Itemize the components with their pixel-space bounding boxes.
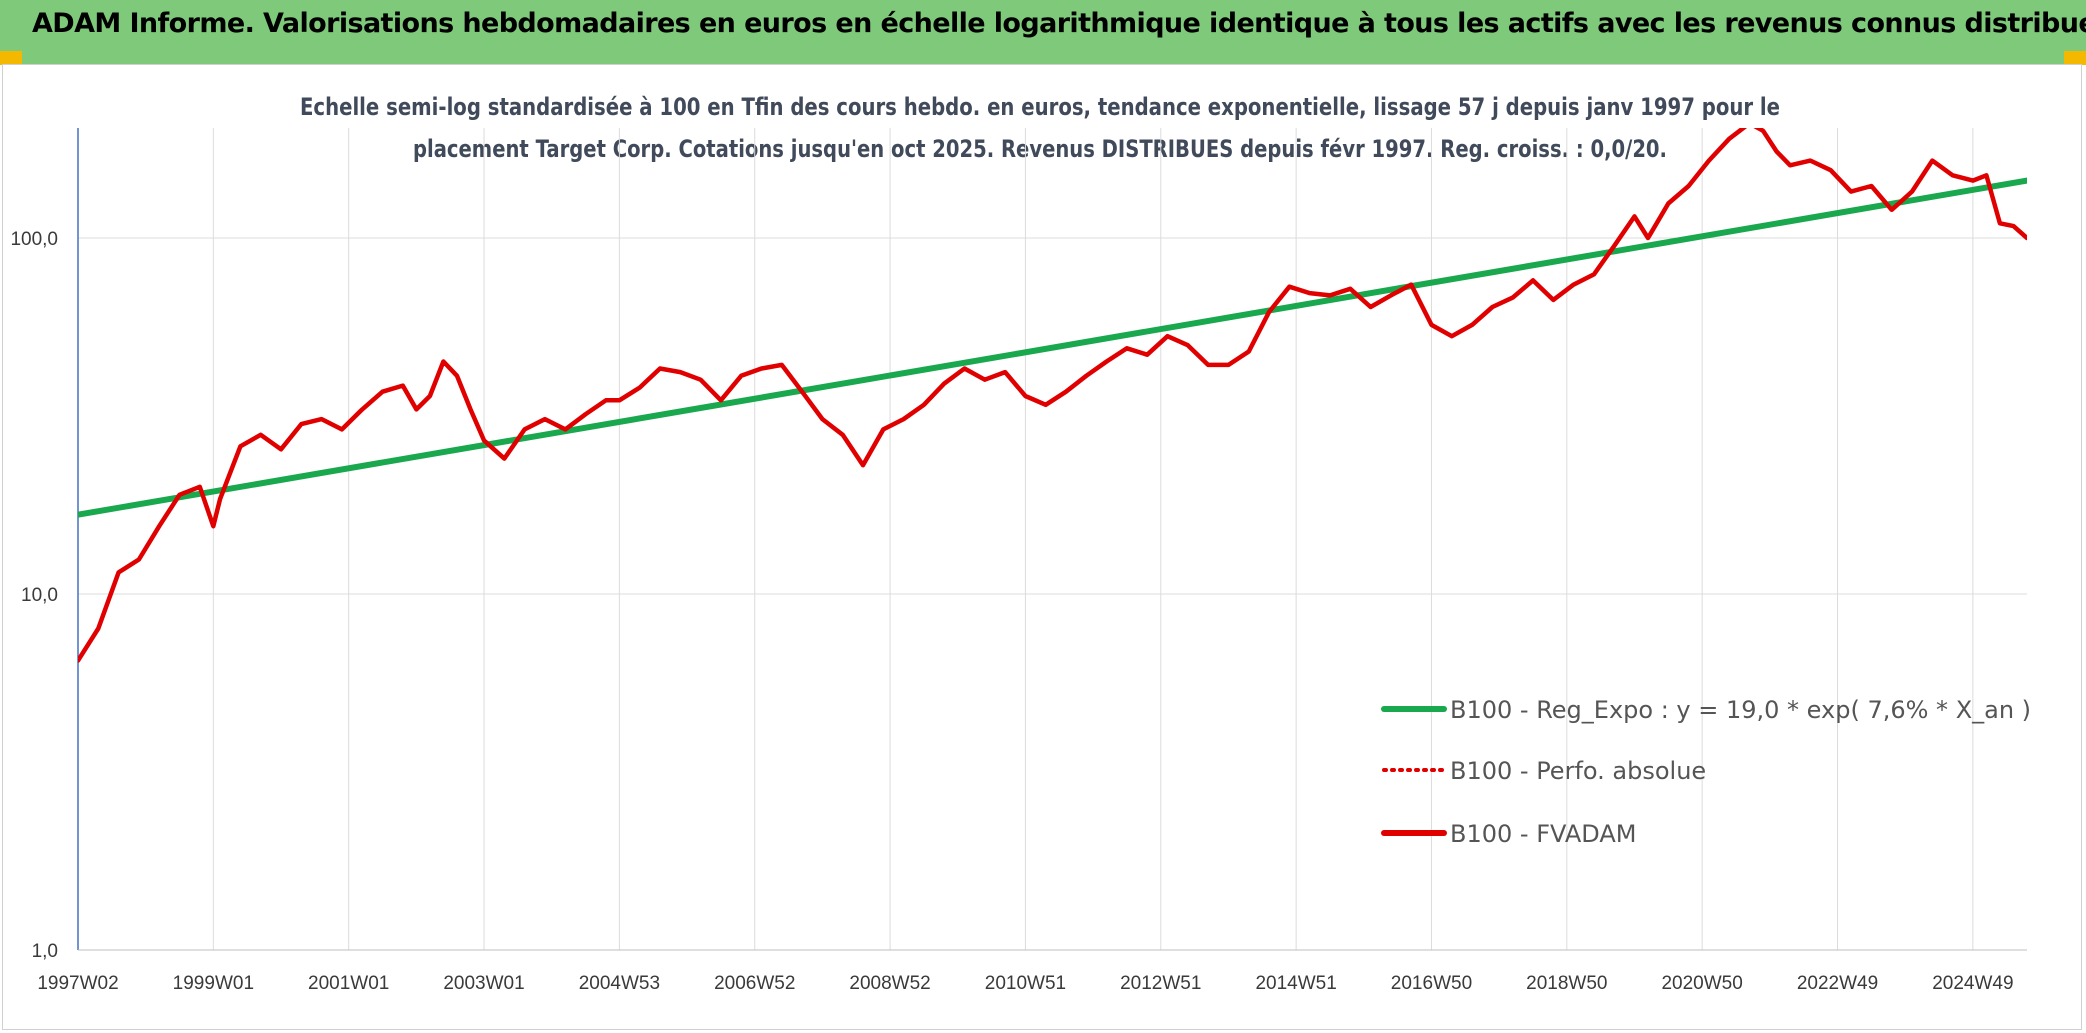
series-layer — [78, 128, 2027, 663]
x-tick-label: 2008W52 — [849, 973, 930, 994]
x-tick-label: 2020W50 — [1661, 973, 1742, 994]
x-tick-label: 2018W50 — [1526, 973, 1607, 994]
series-line-trend — [78, 177, 2027, 518]
y-tick-label: 100,0 — [10, 229, 58, 250]
x-tick-label: 1999W01 — [173, 973, 254, 994]
title-banner — [0, 0, 2086, 64]
x-tick-label: 2016W50 — [1391, 973, 1472, 994]
x-tick-label: 2010W51 — [985, 973, 1066, 994]
x-tick-label: 1997W02 — [37, 973, 118, 994]
legend: B100 - Reg_Expo : y = 19,0 * exp( 7,6% *… — [1381, 696, 2031, 848]
y-tick-label: 10,0 — [21, 585, 58, 606]
legend-entry-label: B100 - FVADAM — [1450, 820, 1636, 848]
legend-entry-label: B100 - Reg_Expo : y = 19,0 * exp( 7,6% *… — [1450, 696, 2031, 724]
legend-entry-label: B100 - Perfo. absolue — [1450, 757, 1706, 785]
x-tick-label: 2014W51 — [1255, 973, 1336, 994]
chart-frame — [2, 64, 2082, 1030]
x-tick-label: 2012W51 — [1120, 973, 1201, 994]
chart-subtitle-line-2: placement Target Corp. Cotations jusqu'e… — [413, 135, 1667, 163]
x-tick-label: 2003W01 — [443, 973, 524, 994]
y-tick-label: 1,0 — [32, 941, 58, 962]
x-tick-label: 2024W49 — [1932, 973, 2013, 994]
x-tick-label: 2004W53 — [579, 973, 660, 994]
x-tick-label: 2006W52 — [714, 973, 795, 994]
corner-marker-right — [2064, 51, 2086, 65]
axes: 1997W02 1999W01 2001W01 2003W01 2004W53 2006W… — [10, 128, 2027, 994]
series-line-fvadam — [78, 128, 2027, 663]
x-tick-label: 2022W49 — [1797, 973, 1878, 994]
grid — [77, 128, 2027, 951]
x-tick-label: 2001W01 — [308, 973, 389, 994]
chart-subtitle-line-1: Echelle semi-log standardisée à 100 en T… — [300, 93, 1780, 121]
corner-marker-left — [0, 51, 22, 65]
report-title: ADAM Informe. Valorisations hebdomadaire… — [32, 8, 2086, 39]
